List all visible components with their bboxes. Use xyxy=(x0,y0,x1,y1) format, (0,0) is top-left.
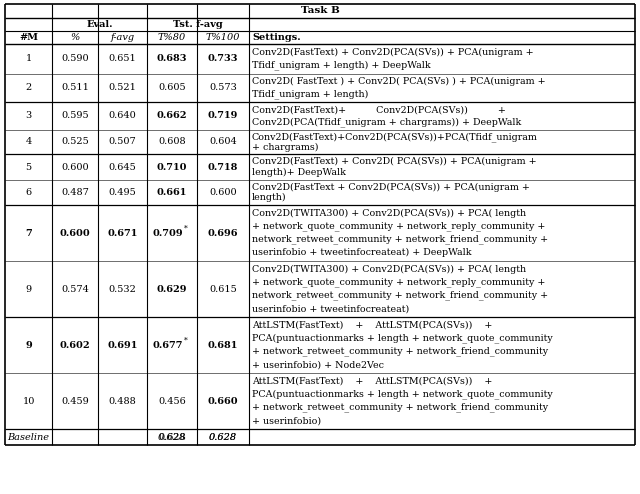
Text: 0.662: 0.662 xyxy=(157,112,188,121)
Text: 2: 2 xyxy=(26,83,31,92)
Text: f-avg: f-avg xyxy=(111,33,134,42)
Text: Tfidf_unigram + length): Tfidf_unigram + length) xyxy=(252,89,369,99)
Text: 0.683: 0.683 xyxy=(157,54,188,64)
Text: 0.733: 0.733 xyxy=(208,54,238,64)
Text: 0.600: 0.600 xyxy=(60,229,90,238)
Text: AttLSTM(FastText)    +    AttLSTM(PCA(SVs))    +: AttLSTM(FastText) + AttLSTM(PCA(SVs)) + xyxy=(252,377,492,386)
Text: AttLSTM(FastText)    +    AttLSTM(PCA(SVs))    +: AttLSTM(FastText) + AttLSTM(PCA(SVs)) + xyxy=(252,321,492,330)
Text: 0.615: 0.615 xyxy=(209,285,237,293)
Text: 0.573: 0.573 xyxy=(209,83,237,92)
Text: 0.600: 0.600 xyxy=(61,163,89,171)
Text: 0.661: 0.661 xyxy=(157,188,187,197)
Text: 0.710: 0.710 xyxy=(157,163,188,171)
Text: userinfobio + tweetinfocreateat): userinfobio + tweetinfocreateat) xyxy=(252,304,409,313)
Text: 0.600: 0.600 xyxy=(209,188,237,197)
Text: 0.595: 0.595 xyxy=(61,112,89,121)
Text: 0.456: 0.456 xyxy=(158,397,186,406)
Text: Conv2D(FastText) + Conv2D( PCA(SVs)) + PCA(unigram +: Conv2D(FastText) + Conv2D( PCA(SVs)) + P… xyxy=(252,157,536,166)
Text: Conv2D(TWITA300) + Conv2D(PCA(SVs)) + PCA( length: Conv2D(TWITA300) + Conv2D(PCA(SVs)) + PC… xyxy=(252,209,526,218)
Text: 0.719: 0.719 xyxy=(208,112,238,121)
Text: 0.645: 0.645 xyxy=(109,163,136,171)
Text: *: * xyxy=(184,337,188,345)
Text: *: * xyxy=(184,225,188,233)
Text: Eval.: Eval. xyxy=(86,20,113,29)
Text: network_retweet_community + network_friend_community +: network_retweet_community + network_frie… xyxy=(252,290,548,300)
Text: + network_retweet_community + network_friend_community: + network_retweet_community + network_fr… xyxy=(252,403,548,412)
Text: Conv2D(TWITA300) + Conv2D(PCA(SVs)) + PCA( length: Conv2D(TWITA300) + Conv2D(PCA(SVs)) + PC… xyxy=(252,265,526,274)
Text: + network_quote_community + network_reply_community +: + network_quote_community + network_repl… xyxy=(252,278,545,288)
Text: 0.651: 0.651 xyxy=(109,54,136,64)
Text: 0.628: 0.628 xyxy=(209,433,237,442)
Text: + userinfobio): + userinfobio) xyxy=(252,416,321,425)
Text: 0.718: 0.718 xyxy=(208,163,238,171)
Text: 0.487: 0.487 xyxy=(61,188,89,197)
Text: 7: 7 xyxy=(25,229,32,238)
Text: T%100: T%100 xyxy=(205,33,240,42)
Text: length)+ DeepWalk: length)+ DeepWalk xyxy=(252,168,346,177)
Text: %: % xyxy=(70,33,79,42)
Text: PCA(puntuactionmarks + length + network_quote_community: PCA(puntuactionmarks + length + network_… xyxy=(252,390,553,399)
Text: 3: 3 xyxy=(26,112,31,121)
Text: 0.532: 0.532 xyxy=(109,285,136,293)
Text: Tfidf_unigram + length) + DeepWalk: Tfidf_unigram + length) + DeepWalk xyxy=(252,61,431,71)
Text: 5: 5 xyxy=(26,163,31,171)
Text: 0.459: 0.459 xyxy=(61,397,89,406)
Text: T%80: T%80 xyxy=(158,33,186,42)
Text: + network_retweet_community + network_friend_community: + network_retweet_community + network_fr… xyxy=(252,347,548,356)
Text: network_retweet_community + network_friend_community +: network_retweet_community + network_frie… xyxy=(252,235,548,245)
Text: 0.696: 0.696 xyxy=(208,229,238,238)
Text: 0.590: 0.590 xyxy=(61,54,89,64)
Text: 0.511: 0.511 xyxy=(61,83,89,92)
Text: Baseline: Baseline xyxy=(8,433,49,442)
Text: Conv2D(FastText)+Conv2D(PCA(SVs))+PCA(Tfidf_unigram: Conv2D(FastText)+Conv2D(PCA(SVs))+PCA(Tf… xyxy=(252,132,538,142)
Text: 0.604: 0.604 xyxy=(209,137,237,147)
Text: 0.574: 0.574 xyxy=(61,285,89,293)
Text: 4: 4 xyxy=(26,137,31,147)
Text: 0.521: 0.521 xyxy=(109,83,136,92)
Text: + chargrams): + chargrams) xyxy=(252,143,319,152)
Text: Task B: Task B xyxy=(301,6,339,15)
Text: 0.605: 0.605 xyxy=(158,83,186,92)
Text: 0.507: 0.507 xyxy=(109,137,136,147)
Text: 0.691: 0.691 xyxy=(108,340,138,349)
Text: 0.677: 0.677 xyxy=(153,340,183,349)
Text: 1: 1 xyxy=(26,54,31,64)
Text: 0.628: 0.628 xyxy=(158,433,186,442)
Text: Conv2D( FastText ) + Conv2D( PCA(SVs) ) + PCA(unigram +: Conv2D( FastText ) + Conv2D( PCA(SVs) ) … xyxy=(252,78,546,86)
Text: 0.629: 0.629 xyxy=(157,285,188,293)
Text: 0.602: 0.602 xyxy=(60,340,90,349)
Text: Settings.: Settings. xyxy=(252,33,301,42)
Text: Conv2D(PCA(Tfidf_unigram + chargrams)) + DeepWalk: Conv2D(PCA(Tfidf_unigram + chargrams)) +… xyxy=(252,117,521,127)
Text: #M: #M xyxy=(19,33,38,42)
Text: 0.640: 0.640 xyxy=(109,112,136,121)
Text: 0.495: 0.495 xyxy=(109,188,136,197)
Text: length): length) xyxy=(252,193,287,203)
Text: PCA(puntuactionmarks + length + network_quote_community: PCA(puntuactionmarks + length + network_… xyxy=(252,333,553,343)
Text: + userinfobio) + Node2Vec: + userinfobio) + Node2Vec xyxy=(252,360,384,369)
Text: 0.608: 0.608 xyxy=(158,137,186,147)
Text: 0.671: 0.671 xyxy=(108,229,138,238)
Text: 0.660: 0.660 xyxy=(208,397,238,406)
Text: 0.628: 0.628 xyxy=(158,433,186,442)
Text: 0.709: 0.709 xyxy=(153,229,183,238)
Text: 0.488: 0.488 xyxy=(109,397,136,406)
Text: Conv2D(FastText)+          Conv2D(PCA(SVs))          +: Conv2D(FastText)+ Conv2D(PCA(SVs)) + xyxy=(252,105,506,115)
Text: 0.681: 0.681 xyxy=(208,340,238,349)
Text: + network_quote_community + network_reply_community +: + network_quote_community + network_repl… xyxy=(252,222,545,231)
Text: 0.628: 0.628 xyxy=(209,433,237,442)
Text: 9: 9 xyxy=(25,340,32,349)
Text: 0.525: 0.525 xyxy=(61,137,89,147)
Text: 6: 6 xyxy=(26,188,31,197)
Text: userinfobio + tweetinfocreateat) + DeepWalk: userinfobio + tweetinfocreateat) + DeepW… xyxy=(252,248,472,257)
Text: Tst. f-avg: Tst. f-avg xyxy=(173,20,223,29)
Text: Conv2D(FastText + Conv2D(PCA(SVs)) + PCA(unigram +: Conv2D(FastText + Conv2D(PCA(SVs)) + PCA… xyxy=(252,182,530,192)
Text: 10: 10 xyxy=(22,397,35,406)
Text: Conv2D(FastText) + Conv2D(PCA(SVs)) + PCA(unigram +: Conv2D(FastText) + Conv2D(PCA(SVs)) + PC… xyxy=(252,48,534,57)
Text: 9: 9 xyxy=(26,285,31,293)
